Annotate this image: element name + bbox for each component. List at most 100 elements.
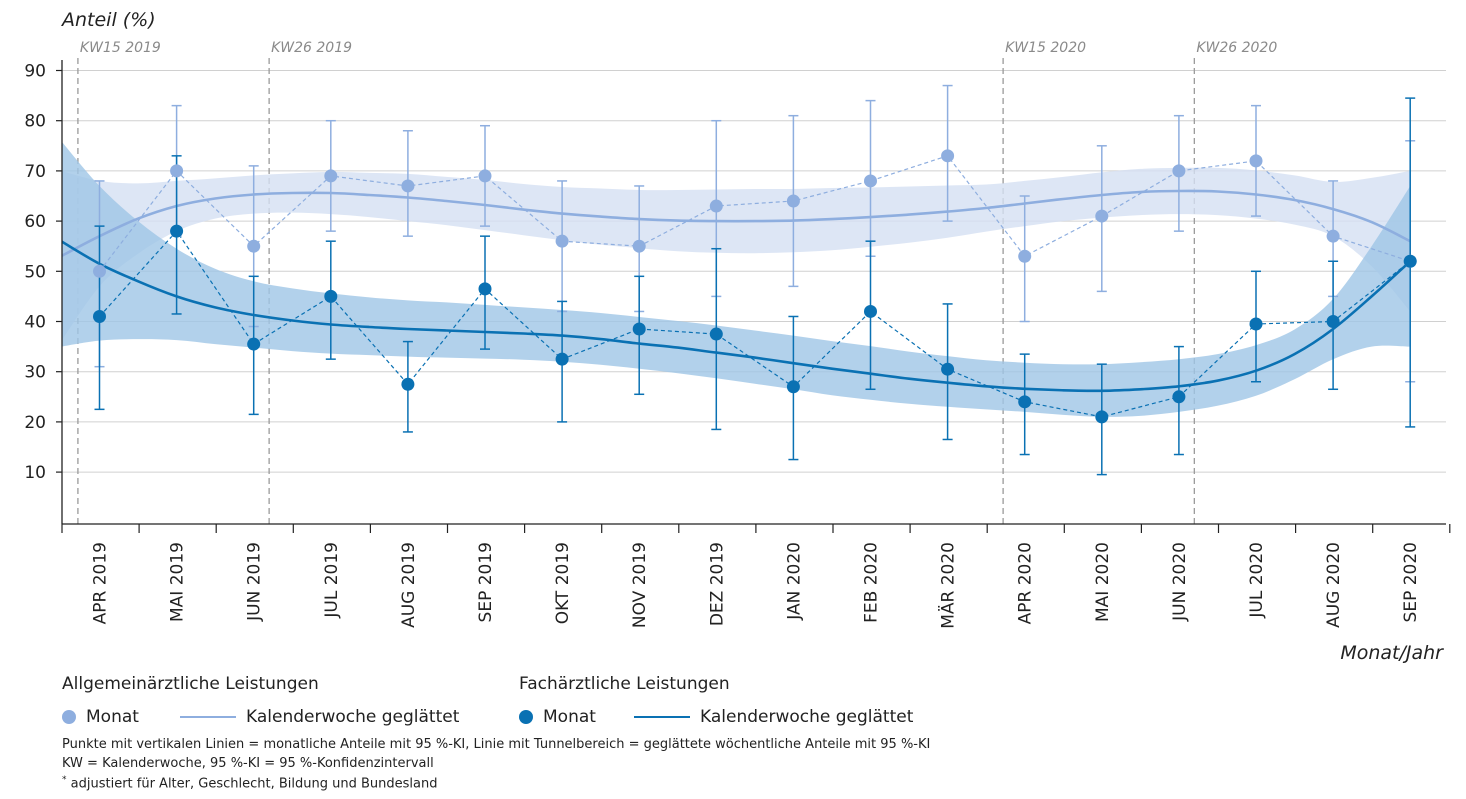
x-tick-label: JAN 2020 <box>784 542 804 621</box>
data-point <box>864 304 877 318</box>
data-point <box>941 362 955 376</box>
y-tick-label: 90 <box>24 62 46 82</box>
legend-label: Kalenderwoche geglättet <box>246 707 460 727</box>
reference-line-label: KW15 2020 <box>1005 40 1086 56</box>
x-tick-labels: APR 2019 MAI 2019 JUN 2019 JUL 2019 AUG 2019… <box>91 542 1422 629</box>
data-point <box>786 194 800 208</box>
legend-line-icon <box>634 716 690 718</box>
x-tick-label: MÄR 2020 <box>938 542 959 629</box>
x-tick-label: APR 2020 <box>1016 542 1036 624</box>
data-point <box>786 380 800 394</box>
x-tick-label: AUG 2020 <box>1324 542 1344 628</box>
data-point <box>1018 395 1032 409</box>
x-tick-label: AUG 2019 <box>399 542 419 628</box>
error-bars <box>94 84 1416 476</box>
reference-line-label: KW26 2019 <box>271 40 352 56</box>
data-point <box>1249 154 1263 168</box>
smoothed-lines <box>62 189 1412 393</box>
confidence-band <box>62 167 1411 341</box>
monthly-connectors <box>99 155 1411 418</box>
data-point <box>170 224 184 238</box>
legend-group-general: Allgemeinärztliche Leistungen <box>62 674 319 694</box>
data-point <box>709 199 723 213</box>
data-point <box>555 234 569 248</box>
reference-line-label: KW15 2019 <box>80 40 161 56</box>
data-point <box>401 179 415 193</box>
y-tick-label: 20 <box>24 413 46 433</box>
x-tick-label: OKT 2019 <box>553 542 573 624</box>
x-axis-label: Monat/Jahr <box>1340 642 1444 664</box>
x-tick-label: SEP 2019 <box>476 542 496 622</box>
x-tick-label: APR 2019 <box>91 542 111 624</box>
monthly-points <box>93 149 1417 424</box>
chart: Anteil (%) KW15 2019 KW26 2019 KW15 2020 KW… <box>24 9 1451 664</box>
x-tick-label: JUL 2020 <box>1247 542 1267 619</box>
data-point <box>1095 209 1109 223</box>
data-point <box>247 337 261 351</box>
data-point <box>632 239 646 253</box>
data-point <box>1403 254 1417 268</box>
data-point <box>1326 315 1340 328</box>
data-point <box>478 282 492 296</box>
monthly-connector <box>99 155 1411 272</box>
legend-label: Monat <box>543 707 596 727</box>
y-tick-labels: 10 20 30 40 50 60 70 80 90 <box>24 62 46 484</box>
x-tick-label: MAI 2019 <box>168 542 188 622</box>
data-point <box>478 169 492 183</box>
data-point <box>1018 249 1032 263</box>
data-point <box>1095 410 1109 424</box>
legend-line-icon <box>180 716 236 718</box>
y-axis-label: Anteil (%) <box>60 9 156 31</box>
legend-item-specialist-smooth: Kalenderwoche geglättet <box>634 707 913 727</box>
data-point <box>632 322 646 336</box>
data-point <box>1172 164 1186 178</box>
y-tick-label: 10 <box>24 463 46 483</box>
legend-item-specialist-month: Monat <box>519 707 596 727</box>
reference-lines: KW15 2019 KW26 2019 KW15 2020 KW26 2020 <box>77 40 1277 524</box>
data-point <box>1249 317 1263 331</box>
y-tick-label: 80 <box>24 112 46 132</box>
legend-item-general-month: Monat <box>62 707 139 727</box>
data-point <box>93 264 106 278</box>
x-tick-label: DEZ 2019 <box>707 542 727 626</box>
footnote-3: * adjustiert für Alter, Geschlecht, Bild… <box>62 775 437 791</box>
footnote-mark: * <box>62 775 67 785</box>
y-tick-label: 40 <box>24 313 46 333</box>
smoothed-line <box>62 240 1412 393</box>
x-tick-label: MAI 2020 <box>1093 542 1113 622</box>
data-point <box>401 377 415 391</box>
x-tick-label: NOV 2019 <box>630 542 650 628</box>
legend-group-specialist: Fachärztliche Leistungen <box>519 674 730 694</box>
x-tick-label: JUN 2019 <box>245 542 265 622</box>
legend-item-general-smooth: Kalenderwoche geglättet <box>180 707 459 727</box>
legend-dot-icon <box>62 710 76 724</box>
y-tick-label: 50 <box>24 262 46 282</box>
data-point <box>170 164 184 178</box>
x-tick-label: SEP 2020 <box>1401 542 1421 622</box>
smoothed-line <box>62 189 1411 258</box>
footnote-1: Punkte mit vertikalen Linien = monatlich… <box>62 737 931 752</box>
x-tick-label: FEB 2020 <box>862 542 882 623</box>
confidence-bands <box>62 141 1411 417</box>
data-point <box>555 352 569 366</box>
x-tick-label: JUL 2019 <box>322 542 342 619</box>
data-point <box>1326 229 1340 243</box>
y-tick-label: 70 <box>24 162 46 182</box>
data-point <box>709 327 723 341</box>
x-tick-label: JUN 2020 <box>1170 542 1190 622</box>
data-point <box>247 239 261 253</box>
axes <box>56 60 1451 533</box>
footnote-3-text: adjustiert für Alter, Geschlecht, Bildun… <box>70 776 438 792</box>
data-point <box>324 289 338 303</box>
footnote-2: KW = Kalenderwoche, 95 %-KI = 95 %-Konfi… <box>62 756 434 771</box>
y-tick-label: 30 <box>24 363 46 383</box>
legend-label: Kalenderwoche geglättet <box>700 707 914 727</box>
legend-label: Monat <box>86 707 139 727</box>
data-point <box>324 169 338 183</box>
reference-line-label: KW26 2020 <box>1196 40 1277 56</box>
data-point <box>1172 390 1186 404</box>
data-point <box>941 149 955 163</box>
legend-dot-icon <box>519 710 533 724</box>
confidence-band <box>62 141 1411 417</box>
data-point <box>93 309 106 323</box>
